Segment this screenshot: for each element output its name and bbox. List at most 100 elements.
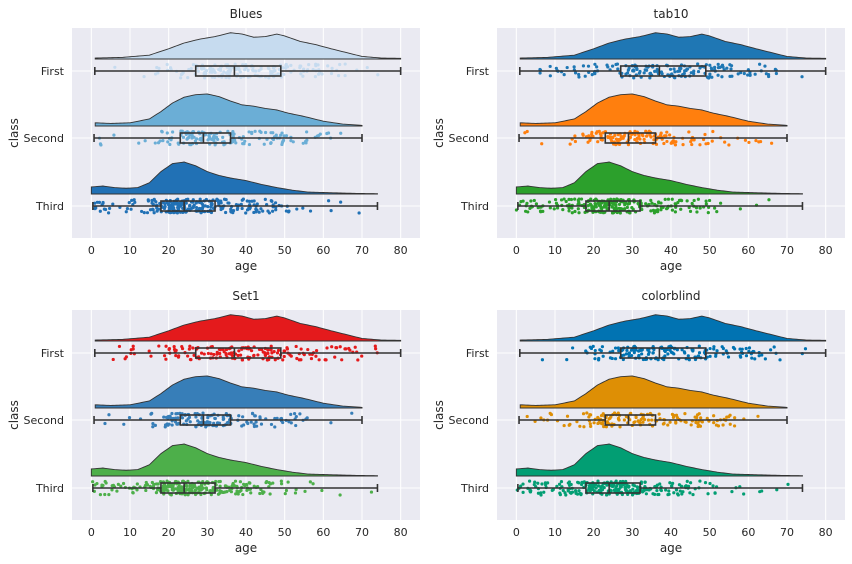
rain-point [175, 211, 180, 215]
x-axis-label: age [235, 541, 257, 555]
rain-point [307, 63, 311, 67]
rain-point [218, 489, 222, 493]
rain-point [672, 491, 676, 495]
chart-panel-colorblind: First Second Third 0 10 20 30 40 50 60 70 80 colorbl… [432, 289, 845, 555]
rain-point [632, 351, 636, 355]
rain-point [600, 484, 604, 488]
x-tick-label: 70 [355, 526, 369, 539]
rain-point [611, 484, 615, 489]
rain-point [165, 131, 169, 135]
rain-point [243, 68, 247, 72]
rain-point [283, 492, 287, 496]
rain-point [219, 207, 223, 212]
rain-point [194, 425, 198, 429]
rain-point [369, 490, 374, 494]
rain-point [674, 420, 678, 424]
rain-point [213, 70, 217, 75]
rain-point [249, 349, 254, 353]
rain-point [273, 201, 278, 205]
rain-point [208, 489, 213, 493]
rain-point [613, 357, 618, 361]
rain-point [122, 422, 126, 426]
x-axis-label: age [660, 259, 682, 273]
rain-point [251, 412, 255, 416]
rain-point [597, 356, 601, 361]
rain-point [259, 207, 263, 211]
box-iqr [160, 200, 216, 212]
y-axis-label: class [7, 400, 21, 430]
rain-point [104, 481, 108, 485]
box-second [518, 132, 788, 144]
rain-point [218, 66, 223, 70]
rain-point [263, 130, 268, 135]
rain-point [691, 138, 696, 142]
rain-point [237, 414, 241, 418]
rain-point [612, 202, 616, 206]
rain-point [571, 346, 575, 350]
rain-point [673, 70, 677, 74]
rain-point [317, 358, 321, 362]
rain-point [696, 197, 701, 201]
rain-point [604, 425, 608, 429]
rain-point [608, 356, 613, 360]
rain-point [589, 424, 593, 428]
rain-point [651, 208, 656, 212]
rain-point [598, 203, 602, 207]
rain-point [121, 481, 126, 486]
x-tick-label: 0 [513, 244, 520, 257]
rain-point [227, 76, 231, 80]
rain-point [564, 199, 568, 204]
rain-point [165, 62, 169, 67]
rain-point [218, 351, 222, 356]
rain-point [224, 210, 228, 215]
rain-point [257, 210, 261, 214]
rain-point [188, 344, 192, 348]
rain-point [338, 62, 342, 67]
y-tick-label: Third [35, 200, 64, 213]
x-tick-label: 60 [741, 526, 755, 539]
rain-point [600, 422, 605, 426]
rain-point [172, 206, 176, 210]
rain-point [320, 488, 324, 493]
rain-point [196, 419, 200, 423]
rain-point [98, 209, 102, 213]
rain-point [199, 138, 203, 142]
rain-point [670, 208, 675, 212]
rain-point [152, 197, 156, 201]
rain-point [266, 351, 270, 355]
rain-point [703, 481, 708, 485]
rain-point [565, 358, 569, 362]
rain-point [668, 133, 672, 137]
rain-point [194, 415, 198, 419]
rain-point [708, 63, 712, 67]
rain-point [222, 143, 226, 147]
rain-point [142, 211, 146, 215]
rain-point [720, 75, 724, 79]
rain-point [631, 483, 635, 487]
rain-point [94, 206, 98, 210]
rain-point [638, 69, 642, 74]
rain-point [758, 62, 762, 66]
cloud-first [94, 314, 402, 342]
x-tick-label: 0 [88, 526, 95, 539]
rain-point [559, 480, 564, 484]
rain-point [249, 420, 253, 424]
x-tick-label: 20 [162, 526, 176, 539]
rain-point [601, 354, 605, 358]
rain-point [219, 201, 223, 205]
rain-point [241, 142, 245, 146]
rain-point [663, 197, 667, 201]
rain-point [596, 140, 600, 144]
rain-point [738, 207, 742, 211]
rain-point [339, 200, 343, 204]
rain-point [188, 203, 192, 207]
rain-point [252, 424, 257, 429]
rain-point [135, 488, 139, 492]
rain-point [340, 358, 344, 362]
rain-point [188, 484, 192, 488]
box-second [518, 414, 788, 426]
rain-point [245, 199, 249, 203]
rain-point [610, 211, 615, 215]
x-tick-label: 10 [548, 526, 562, 539]
